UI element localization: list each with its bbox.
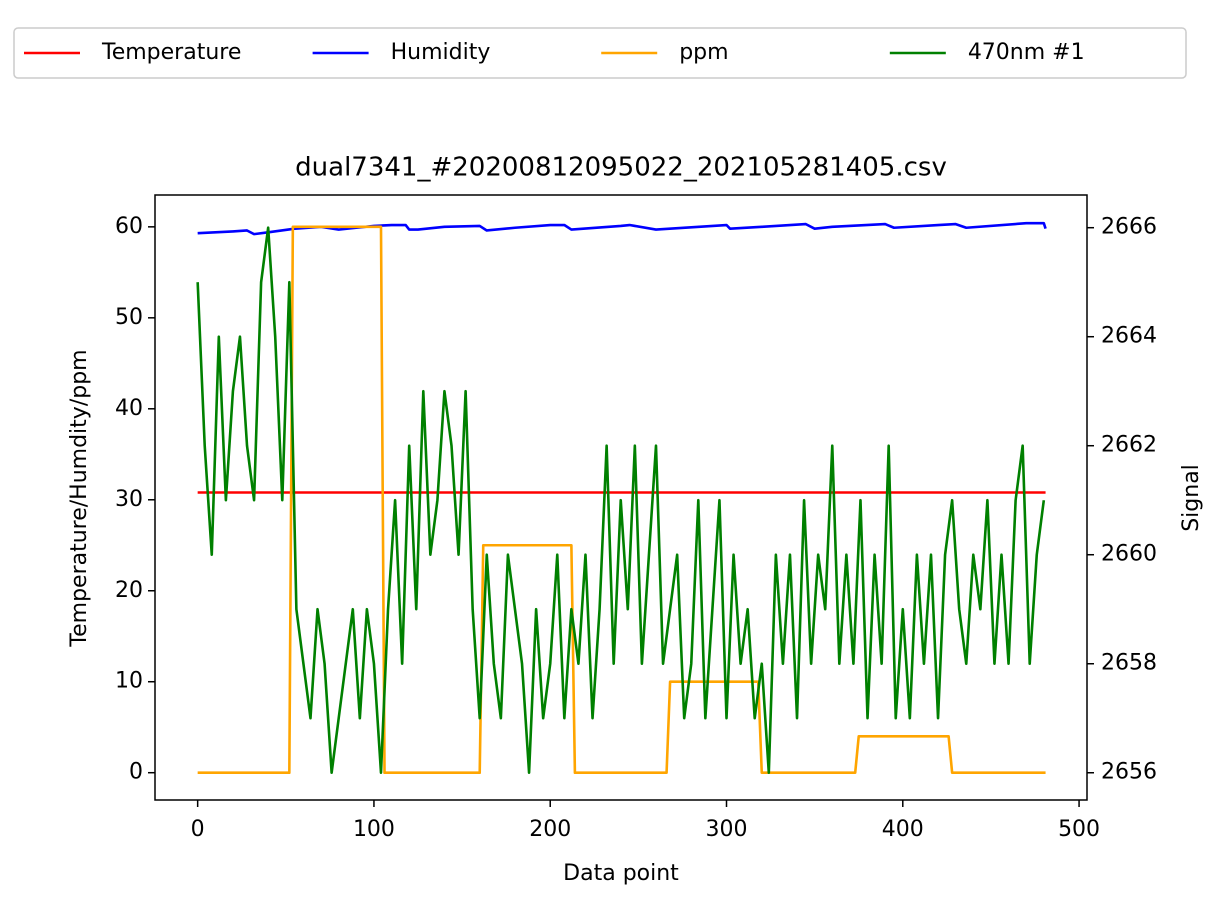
legend-label: 470nm #1	[968, 40, 1085, 65]
y-tick-label: 60	[115, 214, 143, 239]
x-tick-label: 300	[706, 817, 748, 842]
legend-box	[13, 27, 1187, 79]
y-tick-label: 10	[115, 669, 143, 694]
series-line	[196, 226, 1046, 775]
x-tick-label: 100	[353, 817, 395, 842]
y-tick-label: 20	[115, 578, 143, 603]
y2-tick-label: 2664	[1101, 324, 1157, 349]
y-tick-label: 40	[115, 396, 143, 421]
y2-tick-label: 2658	[1101, 651, 1157, 676]
y2-tick-label: 2662	[1101, 433, 1157, 458]
series-line	[197, 221, 1047, 236]
x-tick-label: 200	[529, 817, 571, 842]
legend-label: ppm	[679, 40, 728, 65]
y-axis-label: Temperature/Humdity/ppm	[67, 349, 92, 647]
y-tick-label: 0	[129, 760, 143, 785]
legend-label: Humidity	[391, 40, 491, 65]
x-tick-label: 400	[882, 817, 924, 842]
y2-tick-label: 2656	[1101, 760, 1157, 785]
y2-tick-label: 2666	[1101, 215, 1157, 240]
plot-frame	[154, 194, 1088, 801]
y-tick-label: 30	[115, 487, 143, 512]
series-line	[197, 225, 1046, 775]
x-axis-label: Data point	[563, 861, 679, 886]
y2-axis-label: Signal	[1179, 464, 1204, 532]
chart-title: dual7341_#20200812095022_202105281405.cs…	[295, 153, 947, 183]
y-tick-label: 50	[115, 305, 143, 330]
x-tick-label: 500	[1058, 817, 1100, 842]
y2-tick-label: 2660	[1101, 542, 1157, 567]
x-tick-label: 0	[191, 817, 205, 842]
legend-label: Temperature	[101, 40, 241, 65]
